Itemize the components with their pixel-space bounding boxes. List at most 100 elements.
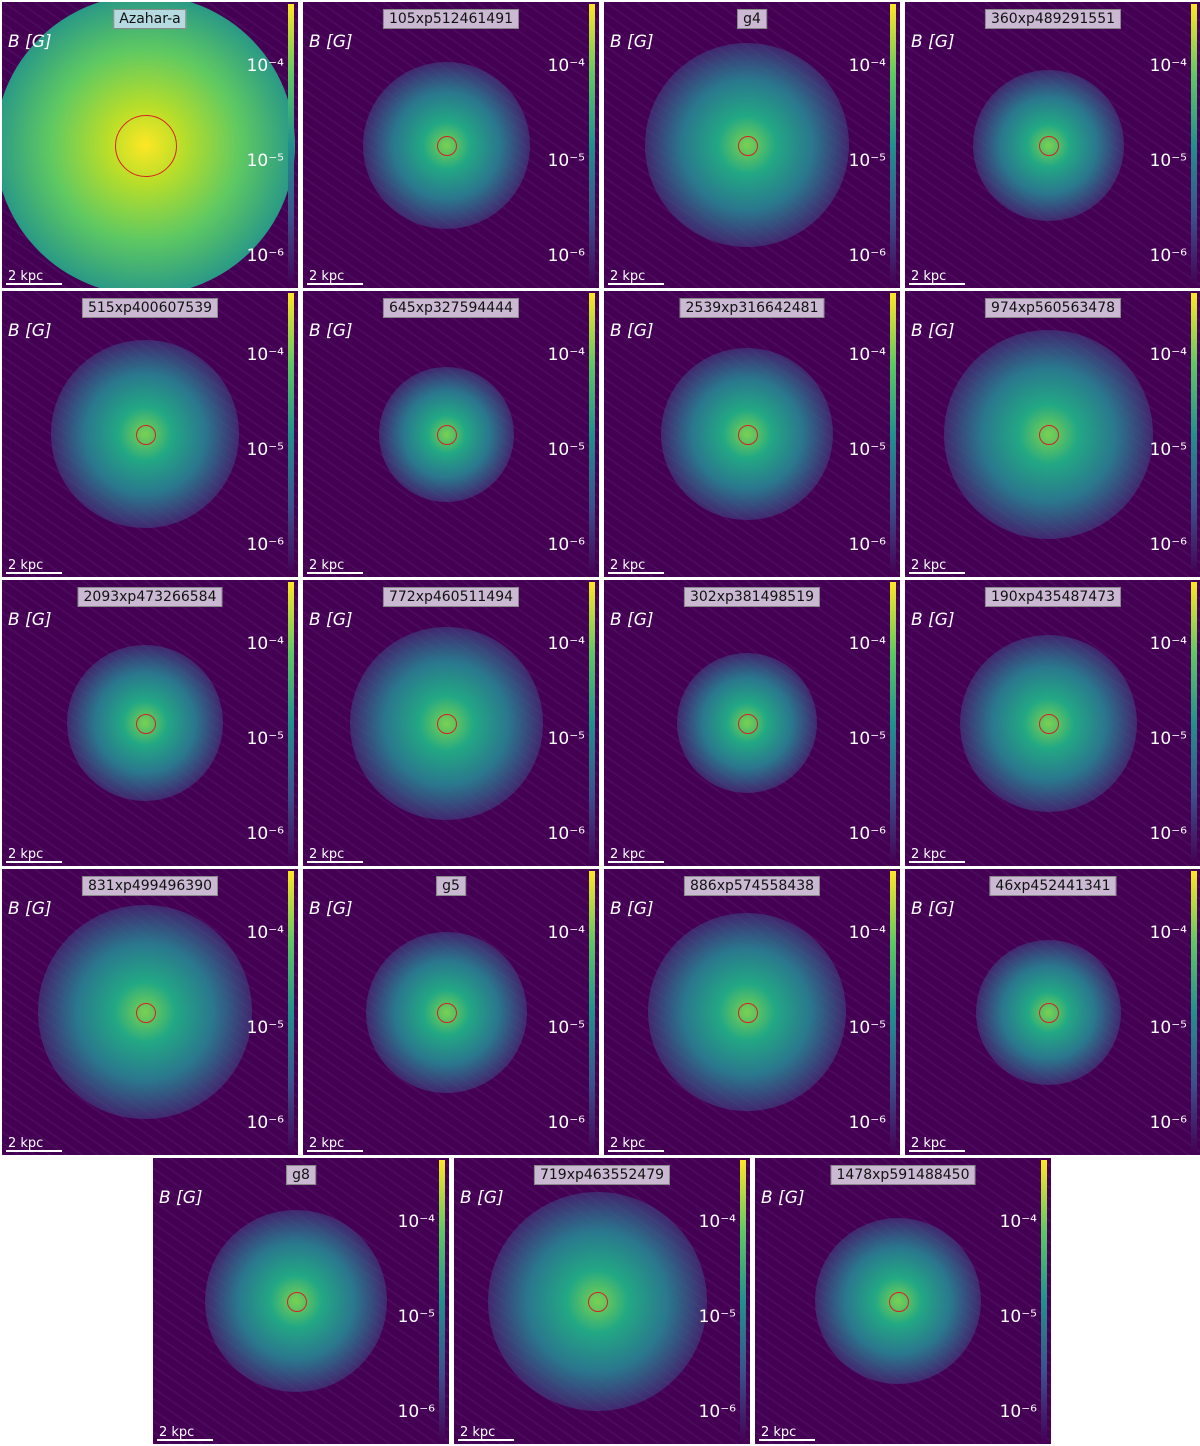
scale-bar (307, 1150, 363, 1152)
colorbar (1191, 293, 1197, 575)
scale-bar (307, 861, 363, 863)
scale-bar (6, 283, 62, 285)
galaxy-panel: 1478xp591488450 B [G] 10⁻⁴ 10⁻⁵ 10⁻⁶ 2 kpc (755, 1158, 1051, 1444)
scale-bar-label: 2 kpc (610, 1136, 646, 1151)
colorbar-tick-label: 10⁻⁵ (246, 151, 284, 171)
colorbar-tick-label: 10⁻⁵ (547, 440, 585, 460)
scale-bar-label: 2 kpc (911, 847, 947, 862)
colorbar-tick-label: 10⁻⁶ (246, 535, 284, 555)
colorbar-tick-label: 10⁻⁶ (999, 1402, 1037, 1422)
colorbar (1041, 1160, 1047, 1442)
quantity-label: B [G] (8, 899, 52, 919)
galaxy-panel: 831xp499496390 B [G] 10⁻⁴ 10⁻⁵ 10⁻⁶ 2 kpc (2, 869, 298, 1155)
colorbar-tick-label: 10⁻⁵ (848, 440, 886, 460)
colorbar-tick-label: 10⁻⁴ (848, 56, 886, 76)
quantity-label: B [G] (309, 899, 353, 919)
colorbar (740, 1160, 746, 1442)
scale-bar (157, 1439, 213, 1441)
quantity-label: B [G] (8, 321, 52, 341)
panel-name: 2539xp316642481 (679, 298, 825, 318)
galaxy-panel: 190xp435487473 B [G] 10⁻⁴ 10⁻⁵ 10⁻⁶ 2 kpc (905, 580, 1200, 866)
quantity-label: B [G] (610, 610, 654, 630)
core-circle (738, 714, 758, 734)
panel-name: 1478xp591488450 (830, 1165, 976, 1185)
core-circle (136, 714, 156, 734)
panel-name: 190xp435487473 (984, 587, 1122, 607)
core-circle (287, 1292, 307, 1312)
galaxy-panel: 2539xp316642481 B [G] 10⁻⁴ 10⁻⁵ 10⁻⁶ 2 kpc (604, 291, 900, 577)
colorbar-tick-label: 10⁻⁴ (848, 345, 886, 365)
scale-bar (458, 1439, 514, 1441)
colorbar-tick-label: 10⁻⁶ (246, 824, 284, 844)
galaxy-panel: 105xp512461491 B [G] 10⁻⁴ 10⁻⁵ 10⁻⁶ 2 kpc (303, 2, 599, 288)
scale-bar (909, 572, 965, 574)
colorbar-tick-label: 10⁻⁶ (397, 1402, 435, 1422)
colorbar (288, 293, 294, 575)
colorbar (439, 1160, 445, 1442)
colorbar (890, 293, 896, 575)
colorbar (890, 871, 896, 1153)
colorbar (288, 871, 294, 1153)
core-circle (1039, 714, 1059, 734)
scale-bar-label: 2 kpc (309, 1136, 345, 1151)
colorbar-tick-label: 10⁻⁶ (848, 535, 886, 555)
colorbar-tick-label: 10⁻⁴ (246, 923, 284, 943)
colorbar-tick-label: 10⁻⁶ (246, 246, 284, 266)
colorbar-tick-label: 10⁻⁴ (698, 1212, 736, 1232)
colorbar (288, 4, 294, 286)
colorbar-tick-label: 10⁻⁵ (848, 151, 886, 171)
panel-name: 46xp452441341 (989, 876, 1117, 896)
colorbar-tick-label: 10⁻⁵ (1149, 729, 1187, 749)
colorbar-tick-label: 10⁻⁴ (848, 634, 886, 654)
core-circle (588, 1292, 608, 1312)
quantity-label: B [G] (911, 610, 955, 630)
quantity-label: B [G] (911, 899, 955, 919)
scale-bar-label: 2 kpc (8, 1136, 44, 1151)
panel-name: 772xp460511494 (382, 587, 520, 607)
colorbar-tick-label: 10⁻⁴ (1149, 56, 1187, 76)
colorbar-tick-label: 10⁻⁶ (1149, 535, 1187, 555)
core-circle (437, 425, 457, 445)
scale-bar (6, 1150, 62, 1152)
colorbar-tick-label: 10⁻⁴ (1149, 923, 1187, 943)
scale-bar (307, 283, 363, 285)
colorbar-tick-label: 10⁻⁵ (1149, 440, 1187, 460)
galaxy-panel: 645xp327594444 B [G] 10⁻⁴ 10⁻⁵ 10⁻⁶ 2 kpc (303, 291, 599, 577)
scale-bar (909, 861, 965, 863)
galaxy-panel: g4 B [G] 10⁻⁴ 10⁻⁵ 10⁻⁶ 2 kpc (604, 2, 900, 288)
scale-bar (608, 283, 664, 285)
core-circle (437, 136, 457, 156)
colorbar-tick-label: 10⁻⁵ (547, 151, 585, 171)
colorbar-tick-label: 10⁻⁵ (246, 440, 284, 460)
quantity-label: B [G] (309, 321, 353, 341)
quantity-label: B [G] (911, 32, 955, 52)
colorbar (589, 293, 595, 575)
colorbar-tick-label: 10⁻⁶ (547, 1113, 585, 1133)
colorbar-tick-label: 10⁻⁴ (246, 634, 284, 654)
galaxy-panel: Azahar-a B [G] 10⁻⁴ 10⁻⁵ 10⁻⁶ 2 kpc (2, 2, 298, 288)
panel-name: Azahar-a (113, 9, 187, 29)
scale-bar (909, 283, 965, 285)
core-circle (136, 425, 156, 445)
colorbar-tick-label: 10⁻⁶ (1149, 824, 1187, 844)
colorbar-tick-label: 10⁻⁵ (848, 1018, 886, 1038)
colorbar-tick-label: 10⁻⁴ (246, 345, 284, 365)
scale-bar-label: 2 kpc (911, 1136, 947, 1151)
panel-name: 2093xp473266584 (77, 587, 223, 607)
galaxy-panel: 719xp463552479 B [G] 10⁻⁴ 10⁻⁵ 10⁻⁶ 2 kpc (454, 1158, 750, 1444)
colorbar-tick-label: 10⁻⁵ (547, 729, 585, 749)
core-circle (136, 1003, 156, 1023)
scale-bar-label: 2 kpc (911, 269, 947, 284)
scale-bar (608, 861, 664, 863)
scale-bar-label: 2 kpc (309, 558, 345, 573)
colorbar-tick-label: 10⁻⁴ (547, 345, 585, 365)
quantity-label: B [G] (761, 1188, 805, 1208)
scale-bar-label: 2 kpc (761, 1425, 797, 1440)
colorbar-tick-label: 10⁻⁶ (848, 824, 886, 844)
galaxy-panel: 974xp560563478 B [G] 10⁻⁴ 10⁻⁵ 10⁻⁶ 2 kpc (905, 291, 1200, 577)
colorbar (1191, 582, 1197, 864)
colorbar-tick-label: 10⁻⁶ (848, 246, 886, 266)
quantity-label: B [G] (8, 32, 52, 52)
quantity-label: B [G] (309, 610, 353, 630)
panel-name: g5 (436, 876, 466, 896)
